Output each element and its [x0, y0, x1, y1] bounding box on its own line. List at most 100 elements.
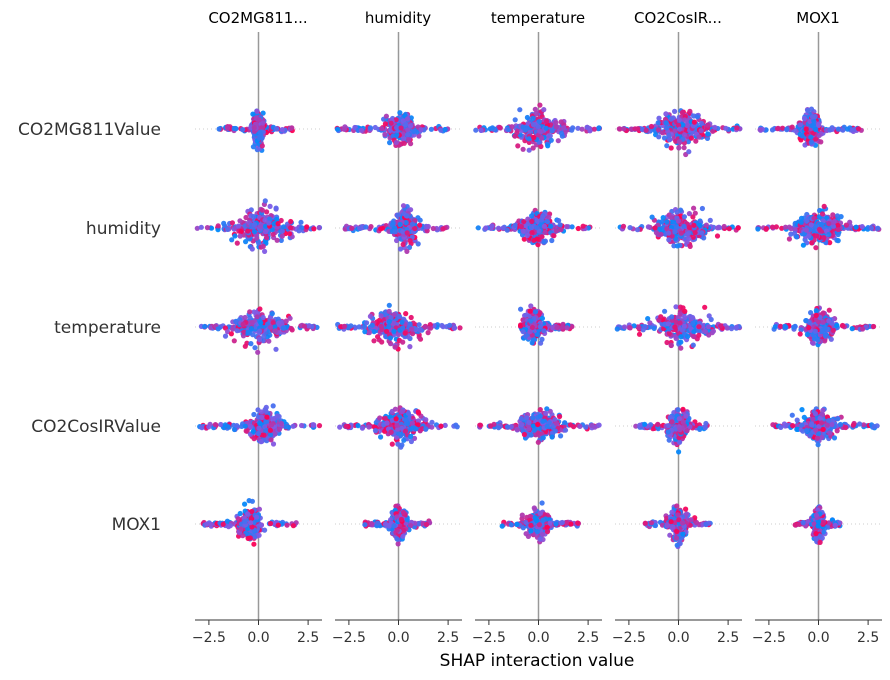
- shap-point: [843, 222, 849, 228]
- shap-point: [316, 225, 322, 231]
- shap-point: [543, 125, 549, 131]
- shap-point: [259, 207, 265, 213]
- shap-point: [395, 332, 401, 338]
- shap-point: [274, 413, 280, 419]
- shap-point: [356, 324, 362, 330]
- shap-point: [531, 134, 537, 141]
- shap-point: [249, 246, 255, 252]
- shap-point: [696, 134, 702, 140]
- beeswarm-points: [194, 102, 882, 550]
- shap-point: [645, 224, 652, 230]
- shap-point: [676, 139, 683, 145]
- shap-point: [815, 337, 821, 343]
- shap-point: [681, 145, 687, 151]
- shap-point: [393, 139, 399, 146]
- shap-point: [289, 327, 295, 333]
- shap-point: [288, 218, 294, 225]
- shap-point: [279, 127, 285, 133]
- shap-point: [656, 134, 662, 140]
- shap-point: [540, 214, 546, 220]
- shap-point: [724, 325, 730, 331]
- shap-point: [473, 127, 479, 133]
- shap-point: [257, 306, 263, 312]
- shap-point: [272, 328, 278, 334]
- shap-point: [616, 126, 622, 132]
- shap-point: [240, 321, 246, 327]
- shap-point: [204, 225, 210, 231]
- shap-point: [400, 229, 406, 235]
- shap-point: [256, 135, 262, 141]
- shap-point: [415, 241, 421, 247]
- shap-point: [698, 120, 705, 127]
- shap-point: [672, 128, 678, 134]
- shap-point: [234, 328, 240, 334]
- shap-point: [429, 419, 435, 425]
- shap-point: [311, 226, 317, 232]
- shap-point: [397, 221, 403, 228]
- shap-point: [257, 336, 263, 343]
- shap-point: [554, 325, 560, 331]
- shap-point: [672, 229, 678, 235]
- shap-point: [666, 132, 672, 138]
- shap-point: [520, 228, 526, 234]
- shap-point: [440, 226, 446, 232]
- shap-point: [521, 219, 527, 225]
- shap-point: [849, 326, 855, 332]
- shap-point: [541, 239, 547, 245]
- shap-point: [536, 119, 543, 125]
- shap-point: [621, 324, 628, 330]
- shap-point: [673, 304, 679, 310]
- shap-point: [677, 126, 683, 132]
- shap-point: [534, 218, 540, 224]
- shap-point: [569, 224, 575, 230]
- shap-point: [438, 127, 444, 133]
- shap-point: [614, 326, 620, 332]
- shap-point: [250, 144, 256, 150]
- shap-point: [703, 222, 710, 228]
- shap-point: [375, 334, 381, 340]
- shap-point: [378, 313, 384, 319]
- shap-point: [403, 417, 409, 423]
- shap-point: [655, 120, 661, 126]
- shap-point: [413, 426, 419, 432]
- shap-point: [422, 324, 428, 330]
- shap-point: [341, 323, 348, 329]
- shap-point: [813, 312, 819, 318]
- shap-point: [640, 327, 646, 333]
- shap-point: [438, 423, 444, 429]
- shap-point: [251, 229, 258, 235]
- shap-point: [664, 219, 670, 225]
- shap-point: [530, 115, 536, 121]
- shap-point: [699, 230, 705, 236]
- shap-point: [242, 423, 248, 429]
- shap-point: [402, 330, 408, 336]
- shap-point: [397, 246, 404, 252]
- shap-point: [194, 225, 200, 231]
- shap-point: [798, 137, 804, 143]
- shap-point: [271, 220, 277, 227]
- shap-point: [806, 325, 812, 331]
- shap-point: [715, 225, 721, 231]
- shap-point: [811, 118, 817, 124]
- shap-point: [718, 323, 724, 329]
- shap-point: [520, 329, 526, 335]
- shap-point: [260, 314, 266, 321]
- shap-point: [248, 341, 254, 347]
- shap-point: [553, 124, 559, 130]
- shap-point: [561, 125, 567, 131]
- shap-point: [677, 320, 683, 326]
- shap-point: [392, 344, 398, 350]
- shap-point: [526, 136, 532, 142]
- shap-point: [835, 126, 841, 132]
- shap-point: [301, 323, 307, 329]
- shap-point: [400, 241, 406, 248]
- shap-point: [281, 325, 287, 331]
- shap-point: [666, 230, 672, 236]
- shap-point: [266, 338, 272, 344]
- shap-point: [553, 228, 560, 234]
- shap-point: [627, 225, 633, 231]
- shap-point: [304, 224, 310, 230]
- shap-point: [627, 325, 633, 331]
- shap-point: [696, 332, 702, 338]
